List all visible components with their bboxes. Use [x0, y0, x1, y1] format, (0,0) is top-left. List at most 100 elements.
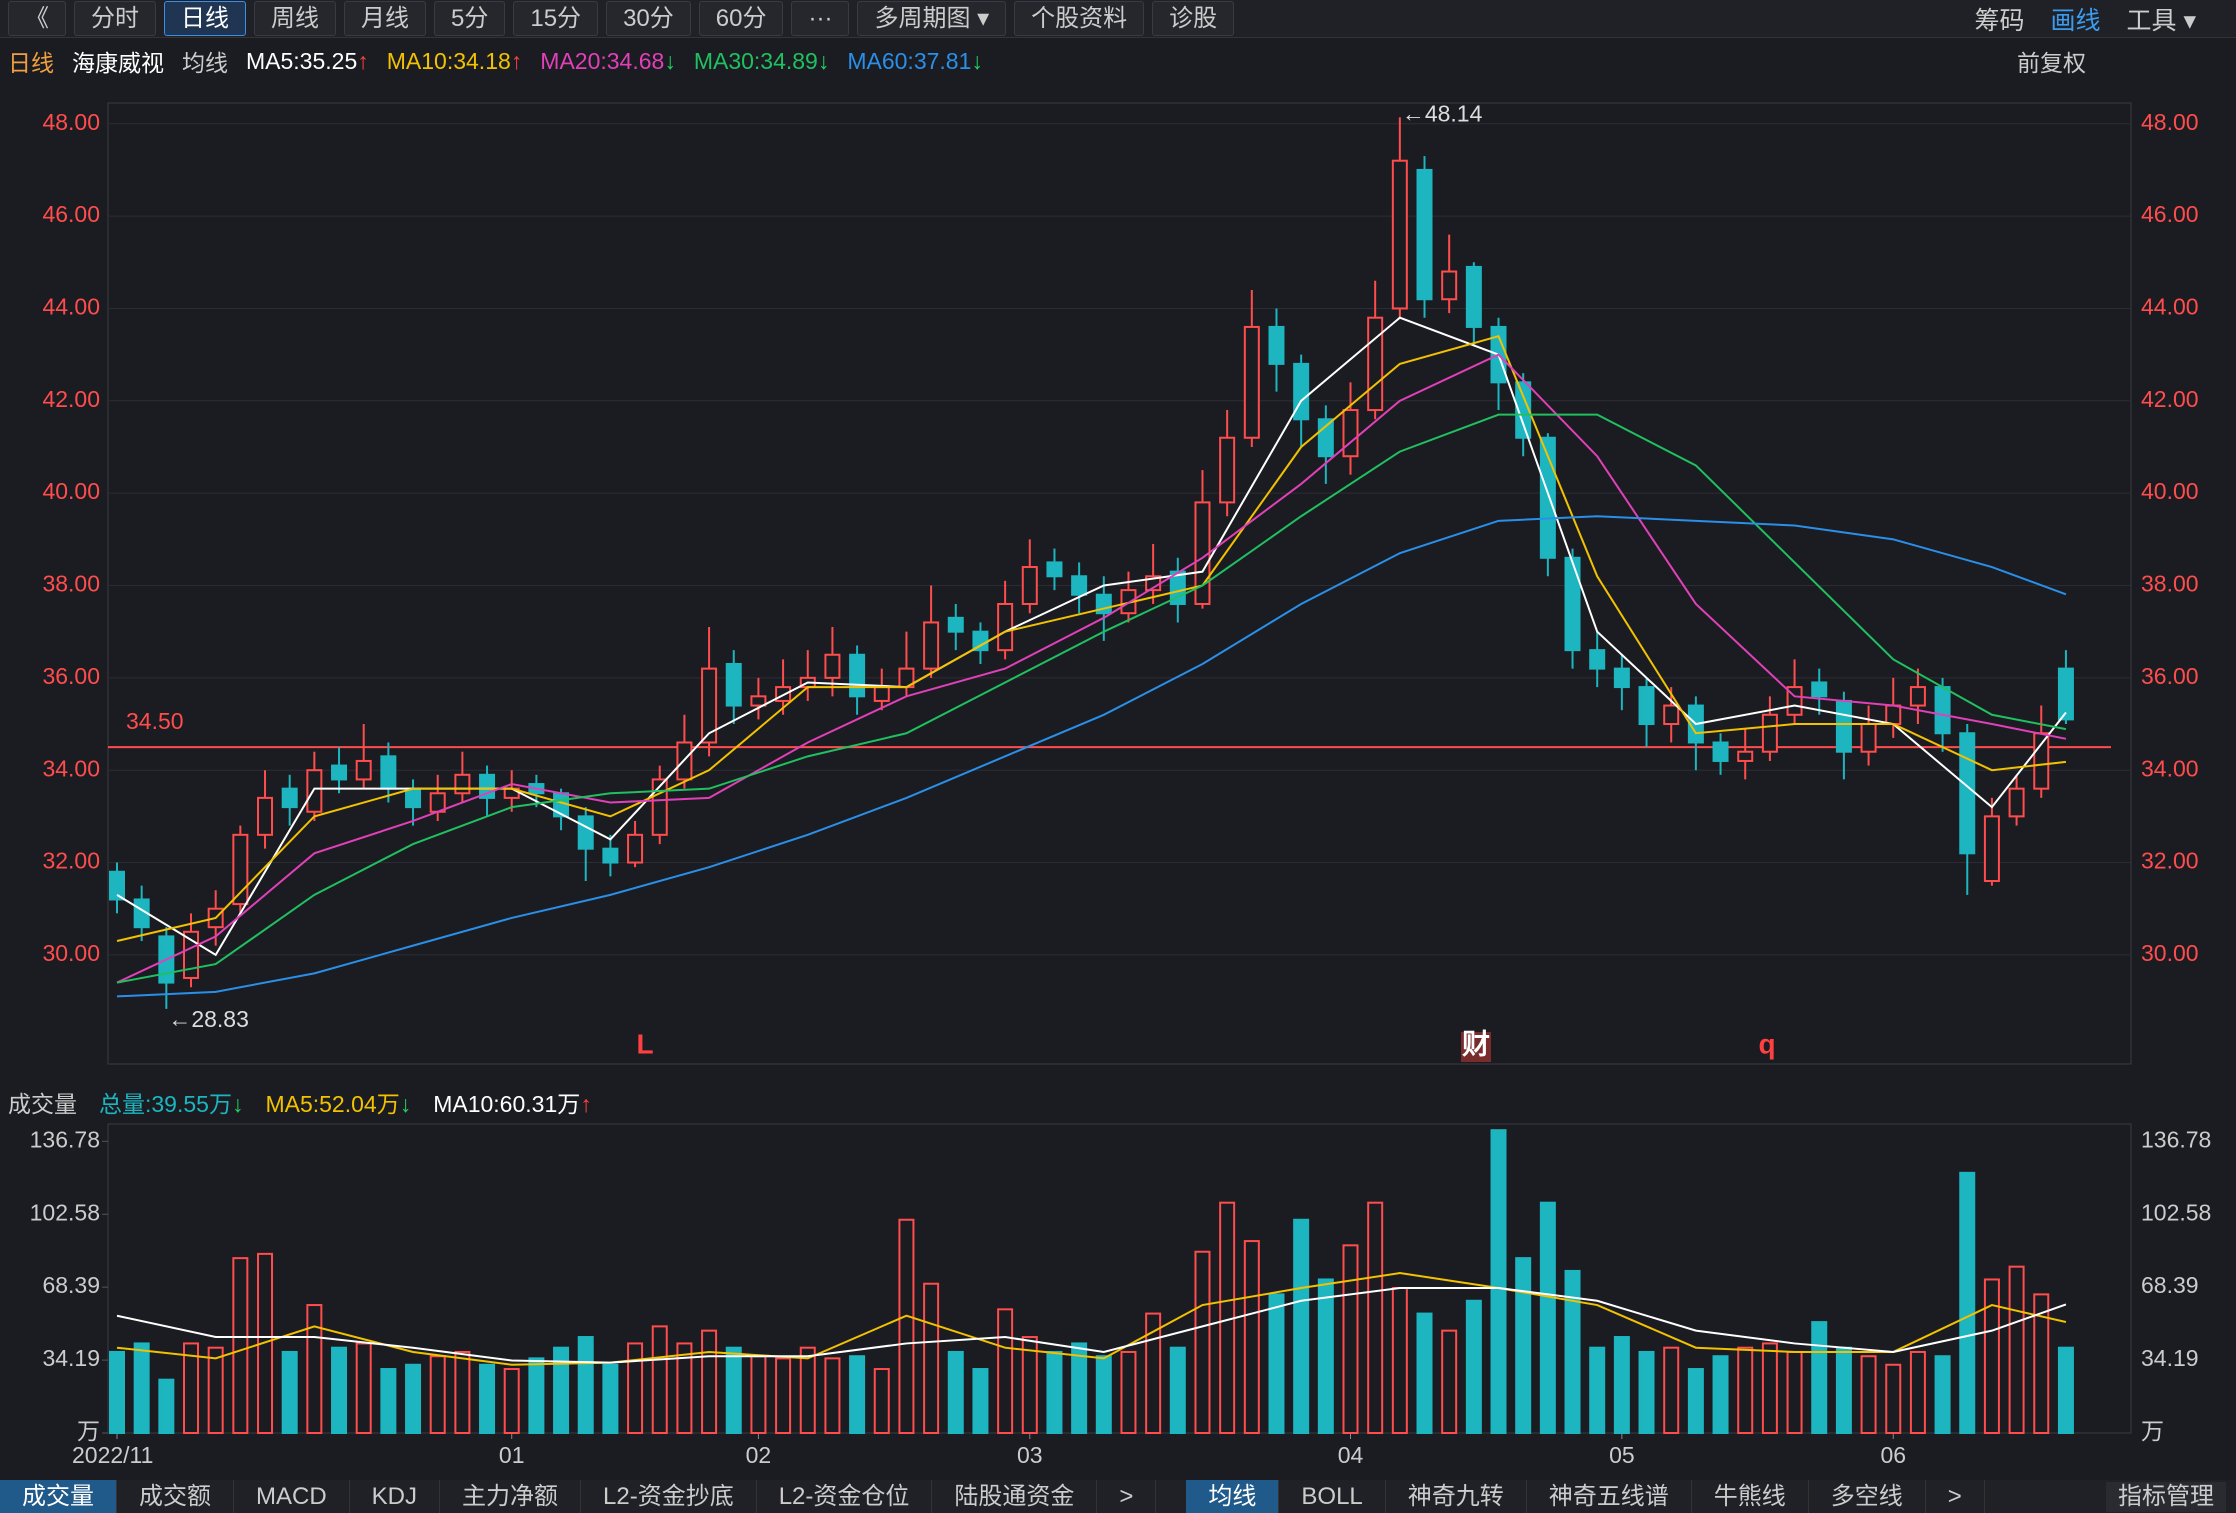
y-tick-label-right: 44.00 [2141, 294, 2199, 320]
x-tick-label: 03 [1017, 1442, 1043, 1468]
x-tick-label: 06 [1880, 1442, 1906, 1468]
tab[interactable]: 主力净额 [440, 1480, 582, 1513]
candle-body [1638, 686, 1655, 726]
tab[interactable]: 成交量 [0, 1480, 117, 1513]
candle-body [1046, 561, 1063, 578]
toolbar: 《分时 日线 周线 月线 5分 15分 30分 60分 ··· 多周期图 ▾ 个股资料 诊股 筹码 画线工… [0, 0, 2236, 38]
x-tick-label: 02 [746, 1442, 772, 1468]
tab[interactable]: 陆股通资金 [932, 1480, 1098, 1513]
toolbar-link[interactable]: 画线 [2050, 6, 2101, 35]
tab[interactable]: 成交额 [117, 1480, 234, 1513]
toolbar-button[interactable]: 月线 [344, 1, 426, 36]
volume-bar [503, 1368, 520, 1435]
candle-body [2033, 732, 2050, 790]
candle-body [1860, 723, 1877, 753]
candle-body [1959, 732, 1976, 855]
volume-bar [1959, 1171, 1976, 1434]
volume-bar [1194, 1250, 1211, 1434]
candle-body [1071, 575, 1088, 596]
toolbar-button[interactable]: 15分 [513, 1, 599, 36]
volume-bar [1663, 1346, 1680, 1435]
toolbar-button[interactable]: 30分 [606, 1, 691, 36]
toolbar-button[interactable]: 多周期图 ▾ [857, 1, 1007, 36]
candle-body [923, 621, 940, 670]
toolbar-button[interactable]: 日线 [164, 1, 246, 36]
y-tick-label-right: 136.78 [2141, 1126, 2211, 1152]
volume-bar [1293, 1218, 1310, 1435]
volume-bar [1243, 1240, 1260, 1435]
legend-text: MA30:34.89 [693, 47, 818, 74]
toolbar-link[interactable]: 筹码 [1974, 6, 2025, 35]
y-tick-label: 万 [77, 1418, 100, 1444]
volume-bar [1983, 1278, 2000, 1434]
y-tick-label-right: 34.00 [2141, 755, 2199, 781]
candle-body [1663, 704, 1680, 726]
candle-body [1564, 556, 1581, 652]
volume-bar [1885, 1363, 1902, 1435]
candle-body [257, 796, 274, 836]
y-tick-label-right: 46.00 [2141, 201, 2199, 227]
legend-text: MA5:52.04万 [265, 1091, 400, 1117]
candle-body [2008, 787, 2025, 818]
candle-body [1589, 649, 1606, 670]
candle-body [627, 833, 644, 864]
candle-body [1983, 815, 2000, 883]
candle-body [1416, 168, 1433, 301]
tab[interactable]: 牛熊线 [1692, 1480, 1809, 1513]
candle-body [849, 653, 866, 698]
volume-bar [1120, 1350, 1137, 1435]
y-tick-label-right: 102.58 [2141, 1199, 2211, 1225]
toolbar-button[interactable]: 诊股 [1152, 1, 1235, 36]
toolbar-button[interactable]: ··· [791, 1, 850, 36]
volume-bar [1367, 1201, 1384, 1435]
volume-bar [1589, 1346, 1606, 1435]
legend-arrow: ↓ [399, 1091, 412, 1117]
tab[interactable]: > [1926, 1480, 1985, 1513]
legend-item: 总量:39.55万↓ [99, 1085, 243, 1119]
y-tick-label: 136.78 [30, 1126, 100, 1152]
volume-bar [380, 1368, 397, 1435]
candle-body [750, 695, 767, 707]
tab[interactable]: 均线 [1186, 1480, 1280, 1513]
tab[interactable]: 神奇五线谱 [1527, 1480, 1692, 1513]
y-tick-label: 34.19 [42, 1345, 100, 1371]
y-tick-label-right: 32.00 [2141, 848, 2199, 874]
adjust[interactable]: 前复权 [2017, 50, 2086, 76]
tab[interactable]: 神奇九转 [1386, 1480, 1527, 1513]
tab[interactable]: 多空线 [1809, 1480, 1926, 1513]
toolbar-button[interactable]: 5分 [434, 1, 506, 36]
candle-body [651, 778, 668, 836]
tab[interactable]: KDJ [350, 1480, 441, 1513]
candle-body [602, 847, 619, 864]
volume-bar [873, 1368, 890, 1435]
volume-bar [1490, 1129, 1507, 1434]
toolbar-button[interactable]: 个股资料 [1014, 1, 1145, 36]
toolbar-button[interactable]: 周线 [254, 1, 336, 36]
toolbar-button[interactable]: 60分 [698, 1, 784, 36]
tab[interactable]: MACD [234, 1480, 350, 1513]
volume-bar [1909, 1350, 1926, 1435]
volume-bar [1564, 1269, 1581, 1434]
volume-bar [331, 1346, 348, 1435]
volume-bar [676, 1342, 693, 1435]
volume-bar [849, 1355, 866, 1435]
volume-bar [1268, 1293, 1285, 1435]
legend-text: MA20:34.68 [540, 47, 665, 74]
toolbar-button[interactable]: 分时 [74, 1, 156, 36]
legend-arrow: ↓ [231, 1091, 244, 1117]
tab[interactable]: BOLL [1279, 1480, 1386, 1513]
indicator-manage[interactable]: 指标管理 [2106, 1482, 2226, 1512]
x-tick-label: 01 [499, 1442, 525, 1468]
candle-body [281, 787, 298, 809]
candle-body [701, 667, 718, 744]
toolbar-button[interactable]: 《 [8, 1, 66, 36]
candle-body [331, 764, 348, 781]
tab[interactable]: > [1097, 1480, 1157, 1513]
volume-bar [553, 1346, 570, 1435]
toolbar-link[interactable]: 工具 ▾ [2126, 6, 2197, 35]
volume-bar [1021, 1336, 1038, 1434]
tab[interactable]: L2-资金仓位 [757, 1480, 933, 1513]
tab[interactable]: L2-资金抄底 [581, 1480, 757, 1513]
y-tick-label: 68.39 [42, 1272, 100, 1298]
legend-text: MA10:60.31万 [433, 1091, 581, 1117]
